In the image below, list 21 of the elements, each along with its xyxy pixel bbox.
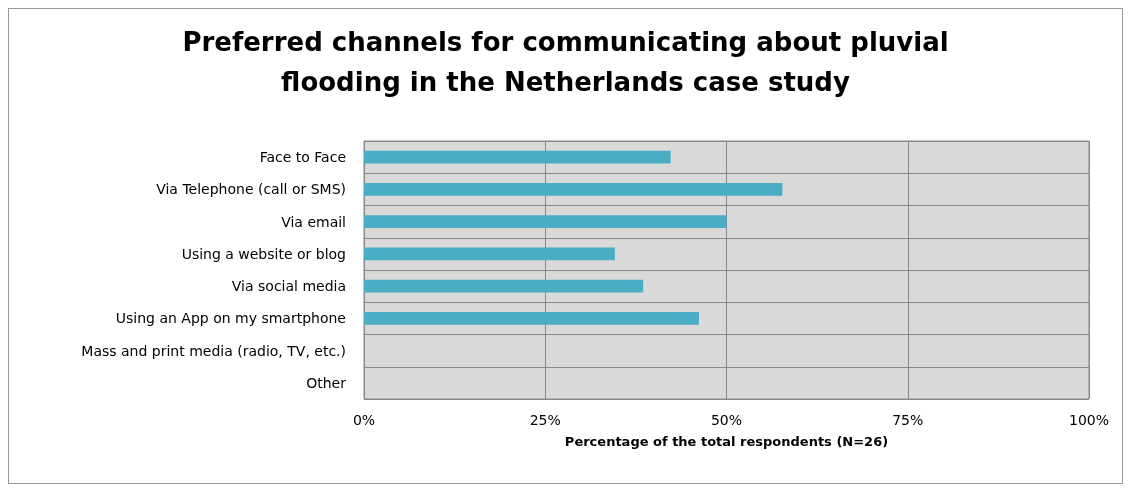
x-tick-label: 25% [529,412,561,428]
y-tick-label: Mass and print media (radio, TV, etc.) [81,342,346,359]
x-tick-label: 0% [352,412,376,428]
y-tick-label: Face to Face [259,149,346,166]
y-tick-label: Other [306,374,347,391]
bar [364,279,644,293]
chart-title: Preferred channels for communicating about pluvial flooding in the Netherlands case study [182,27,949,97]
y-tick-label: Via Telephone (call or SMS) [156,181,346,198]
bar [364,150,671,164]
y-tick-label: Via social media [231,278,346,295]
y-tick-label: Using a website or blog [181,245,346,262]
x-axis-title: Percentage of the total respondents (N=26) [564,434,889,449]
bar [364,215,727,229]
bar [364,247,615,261]
bar [364,311,699,325]
y-tick-label: Using an App on my smartphone [115,310,346,327]
x-tick-label: 75% [892,412,924,428]
bar [364,182,783,196]
x-tick-label: 50% [710,412,743,428]
y-tick-label: Via email [281,213,346,230]
x-tick-label: 100% [1068,412,1110,428]
